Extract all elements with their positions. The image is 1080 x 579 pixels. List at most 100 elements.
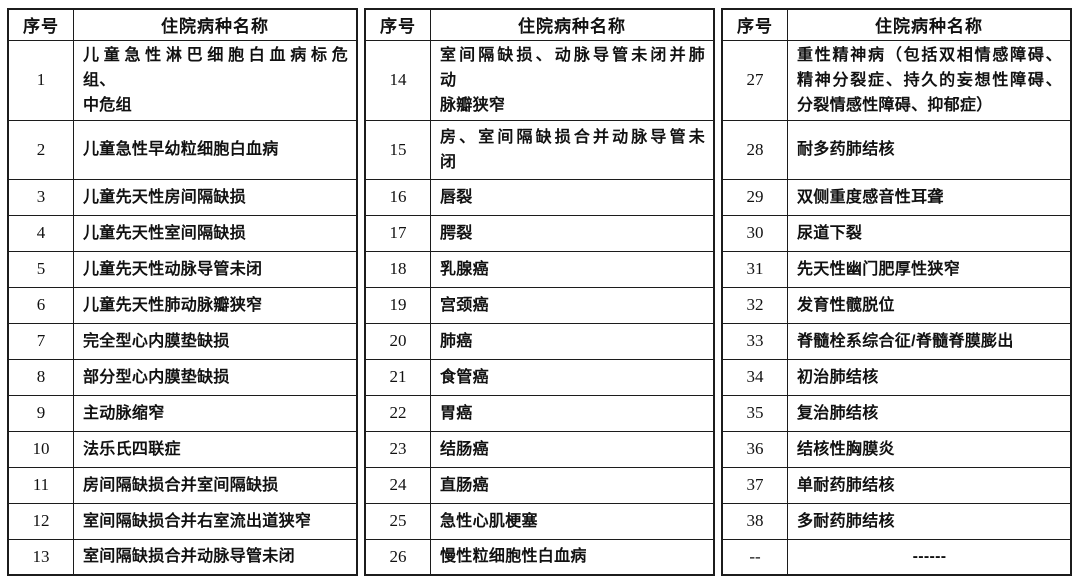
serial-cell: 9 xyxy=(7,394,74,432)
col-header-disease-name: 住院病种名称 xyxy=(73,8,358,41)
disease-name-cell: 发育性髋脱位 xyxy=(787,286,1072,324)
disease-name-cell: 完全型心内膜垫缺损 xyxy=(73,322,358,360)
disease-name-cell: 宫颈癌 xyxy=(430,286,715,324)
serial-cell: 5 xyxy=(7,250,74,288)
serial-cell: 28 xyxy=(721,119,788,180)
table-row: 13 室间隔缺损合并动脉导管未闭 xyxy=(7,538,358,576)
disease-name-line: 精神分裂症、持久的妄想性障碍、 xyxy=(797,71,1062,89)
table-row: 15 房、室间隔缺损合并动脉导管未闭 xyxy=(364,119,715,180)
serial-cell: 22 xyxy=(364,394,431,432)
serial-cell: 8 xyxy=(7,358,74,396)
serial-cell: 19 xyxy=(364,286,431,324)
disease-name-cell: 多耐药肺结核 xyxy=(787,502,1072,540)
table-row: 14 室间隔缺损、动脉导管未闭并肺动脉瓣狭窄 xyxy=(364,39,715,121)
table-row: 28 耐多药肺结核 xyxy=(721,119,1072,180)
disease-table-2: 序号 住院病种名称 14 室间隔缺损、动脉导管未闭并肺动脉瓣狭窄 15 房、室间隔缺损合并… xyxy=(364,8,715,576)
disease-name-cell: 室间隔缺损合并右室流出道狭窄 xyxy=(73,502,358,540)
disease-name-line: 中危组 xyxy=(83,96,132,114)
disease-name-cell: 儿童先天性动脉导管未闭 xyxy=(73,250,358,288)
serial-cell: 14 xyxy=(364,39,431,121)
table-row: 19 宫颈癌 xyxy=(364,286,715,324)
table-row: 10 法乐氏四联症 xyxy=(7,430,358,468)
disease-name-cell: 双侧重度感音性耳聋 xyxy=(787,178,1072,216)
disease-name-line: 室间隔缺损、动脉导管未闭并肺 xyxy=(440,46,705,64)
serial-cell: 10 xyxy=(7,430,74,468)
disease-name-cell: 房、室间隔缺损合并动脉导管未闭 xyxy=(430,119,715,180)
table-row: 3 儿童先天性房间隔缺损 xyxy=(7,178,358,216)
serial-cell: 31 xyxy=(721,250,788,288)
serial-cell: 26 xyxy=(364,538,431,576)
table-row: 16 唇裂 xyxy=(364,178,715,216)
disease-name-cell: 食管癌 xyxy=(430,358,715,396)
serial-cell: 35 xyxy=(721,394,788,432)
serial-cell: 37 xyxy=(721,466,788,504)
serial-cell: 4 xyxy=(7,214,74,252)
disease-name-cell: 室间隔缺损、动脉导管未闭并肺动脉瓣狭窄 xyxy=(430,39,715,121)
serial-cell: 13 xyxy=(7,538,74,576)
table-row: 32 发育性髋脱位 xyxy=(721,286,1072,324)
serial-cell: 16 xyxy=(364,178,431,216)
serial-cell: 23 xyxy=(364,430,431,468)
disease-name-cell: 肺癌 xyxy=(430,322,715,360)
disease-name-cell: 儿童先天性肺动脉瓣狭窄 xyxy=(73,286,358,324)
disease-name-cell: 儿童急性早幼粒细胞白血病 xyxy=(73,119,358,180)
col-header-serial: 序号 xyxy=(721,8,788,41)
serial-cell: 2 xyxy=(7,119,74,180)
col-header-disease-name: 住院病种名称 xyxy=(430,8,715,41)
disease-name-cell: 急性心肌梗塞 xyxy=(430,502,715,540)
serial-cell: 21 xyxy=(364,358,431,396)
table-row: 27 重性精神病（包括双相情感障碍、 精神分裂症、持久的妄想性障碍、 分裂情感性障碍、… xyxy=(721,39,1072,121)
serial-cell: 36 xyxy=(721,430,788,468)
disease-name-line: 房、室间隔缺损合并动脉导管未 xyxy=(440,128,705,146)
serial-cell: 11 xyxy=(7,466,74,504)
table-row: 6 儿童先天性肺动脉瓣狭窄 xyxy=(7,286,358,324)
serial-cell: 38 xyxy=(721,502,788,540)
table-row: 35 复治肺结核 xyxy=(721,394,1072,432)
disease-table-3: 序号 住院病种名称 27 重性精神病（包括双相情感障碍、 精神分裂症、持久的妄想性障碍、… xyxy=(721,8,1072,576)
serial-cell: 7 xyxy=(7,322,74,360)
serial-cell: 33 xyxy=(721,322,788,360)
serial-cell: -- xyxy=(721,538,788,576)
disease-name-line: 脉瓣狭窄 xyxy=(440,96,506,114)
col-header-disease-name: 住院病种名称 xyxy=(787,8,1072,41)
table-row: 9 主动脉缩窄 xyxy=(7,394,358,432)
serial-cell: 6 xyxy=(7,286,74,324)
table-row: 29 双侧重度感音性耳聋 xyxy=(721,178,1072,216)
serial-cell: 12 xyxy=(7,502,74,540)
table-row: 38 多耐药肺结核 xyxy=(721,502,1072,540)
table-row: 5 儿童先天性动脉导管未闭 xyxy=(7,250,358,288)
serial-cell: 17 xyxy=(364,214,431,252)
disease-name-cell: 耐多药肺结核 xyxy=(787,119,1072,180)
serial-cell: 29 xyxy=(721,178,788,216)
table-row: 33 脊髓栓系综合征/脊髓脊膜膨出 xyxy=(721,322,1072,360)
disease-name-cell: 腭裂 xyxy=(430,214,715,252)
disease-name-cell: ------ xyxy=(787,538,1072,576)
header-row: 序号 住院病种名称 xyxy=(721,8,1072,41)
disease-name-cell: 慢性粒细胞性白血病 xyxy=(430,538,715,576)
disease-name-cell: 唇裂 xyxy=(430,178,715,216)
table-row: -- ------ xyxy=(721,538,1072,576)
disease-name-cell: 结核性胸膜炎 xyxy=(787,430,1072,468)
table-row: 34 初治肺结核 xyxy=(721,358,1072,396)
col-header-serial: 序号 xyxy=(7,8,74,41)
disease-name-cell: 法乐氏四联症 xyxy=(73,430,358,468)
table-row: 2 儿童急性早幼粒细胞白血病 xyxy=(7,119,358,180)
disease-name-cell: 房间隔缺损合并室间隔缺损 xyxy=(73,466,358,504)
table-row: 23 结肠癌 xyxy=(364,430,715,468)
table-row: 17 腭裂 xyxy=(364,214,715,252)
disease-name-cell: 乳腺癌 xyxy=(430,250,715,288)
disease-name-line: 儿童急性淋巴细胞白血病标危 xyxy=(83,46,348,64)
serial-cell: 25 xyxy=(364,502,431,540)
disease-name-cell: 先天性幽门肥厚性狭窄 xyxy=(787,250,1072,288)
disease-name-cell: 胃癌 xyxy=(430,394,715,432)
disease-name-cell: 主动脉缩窄 xyxy=(73,394,358,432)
disease-name-cell: 单耐药肺结核 xyxy=(787,466,1072,504)
disease-name-line: 闭 xyxy=(440,153,457,171)
table-row: 21 食管癌 xyxy=(364,358,715,396)
table-row: 20 肺癌 xyxy=(364,322,715,360)
disease-name-cell: 室间隔缺损合并动脉导管未闭 xyxy=(73,538,358,576)
table-row: 31 先天性幽门肥厚性狭窄 xyxy=(721,250,1072,288)
table-row: 30 尿道下裂 xyxy=(721,214,1072,252)
disease-table-1: 序号 住院病种名称 1 儿童急性淋巴细胞白血病标危 组、 中危组 2 儿童急性早幼粒细胞白血病… xyxy=(7,8,358,576)
